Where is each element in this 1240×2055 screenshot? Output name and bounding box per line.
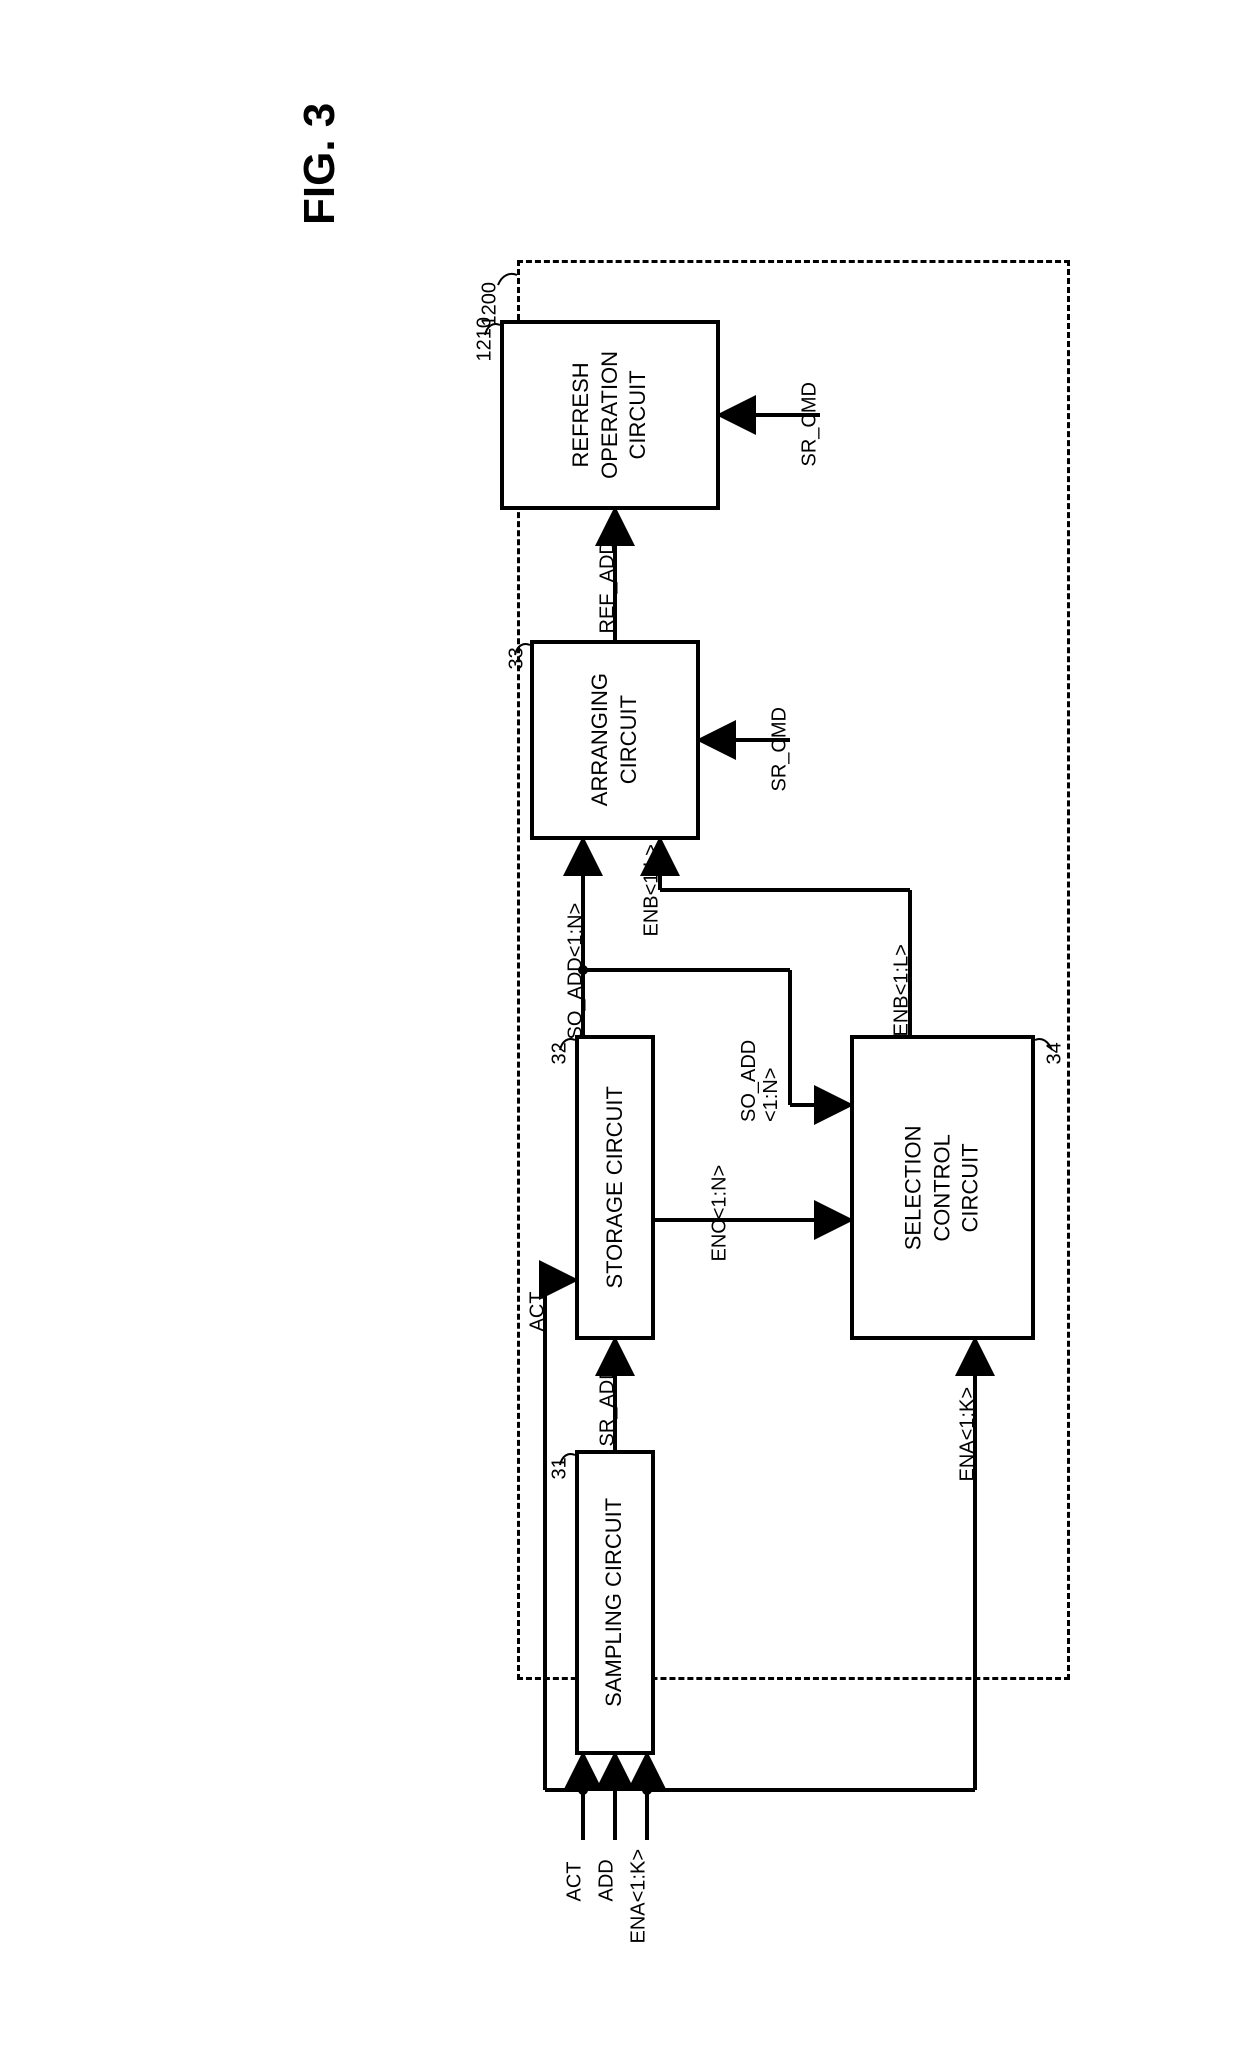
act-branch-text: ACT xyxy=(527,1292,549,1332)
enc-n-label: ENC<1:N> xyxy=(709,1165,732,1262)
ena-k-text: ENA<1:K> xyxy=(957,1387,979,1482)
enb-l-sel-label: ENB<1:L> xyxy=(891,944,914,1036)
arrows-svg xyxy=(20,20,1220,2020)
sr-add-text: SR_ADD xyxy=(597,1365,619,1446)
ena-input-text: ENA<1:K> xyxy=(628,1849,650,1944)
sr-cmd-ref-text: SR_CMD xyxy=(799,382,821,466)
so-add-top-text: SO_ADD<1:N> xyxy=(565,903,587,1040)
ref-add-text: REF_ADD xyxy=(597,540,619,633)
so-add-mid-label: SO_ADD <1:N> xyxy=(738,1040,782,1122)
add-input-label: ADD xyxy=(596,1859,619,1901)
act-input-label: ACT xyxy=(564,1862,587,1902)
figure-container: FIG. 3 1200 SAMPLING CIRCUIT 31 STORAGE … xyxy=(20,20,1220,2020)
enb-l-sel-text: ENB<1:L> xyxy=(891,944,913,1036)
add-input-text: ADD xyxy=(596,1859,618,1901)
sr-cmd-arr-label: SR_CMD xyxy=(769,707,792,791)
so-add-mid-text: SO_ADD <1:N> xyxy=(738,1040,782,1122)
so-add-top-label: SO_ADD<1:N> xyxy=(565,903,588,1040)
sr-add-label: SR_ADD xyxy=(597,1365,620,1446)
act-input-text: ACT xyxy=(564,1862,586,1902)
enb-l-arr-text: ENB<1:L> xyxy=(641,844,663,936)
enb-l-arr-label: ENB<1:L> xyxy=(641,844,664,936)
sr-cmd-arr-text: SR_CMD xyxy=(769,707,791,791)
ref-add-label: REF_ADD xyxy=(597,540,620,633)
act-branch-label: ACT xyxy=(527,1292,550,1332)
ena-k-label: ENA<1:K> xyxy=(957,1387,980,1482)
sr-cmd-ref-label: SR_CMD xyxy=(799,382,822,466)
enc-n-text: ENC<1:N> xyxy=(709,1165,731,1262)
ena-input-label: ENA<1:K> xyxy=(628,1849,651,1944)
